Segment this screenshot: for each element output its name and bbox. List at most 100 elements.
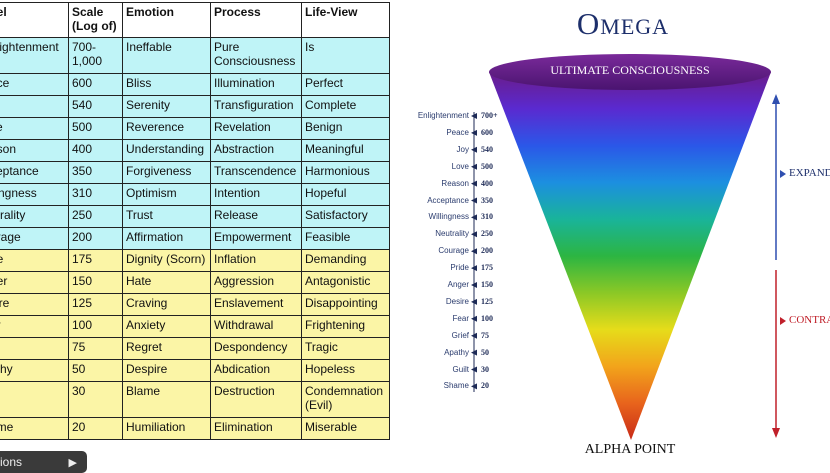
cell-level: utrality	[0, 205, 69, 228]
cell-lifeview: Is	[301, 37, 390, 74]
scale-level-value: 350	[481, 195, 493, 205]
scale-tick	[471, 315, 477, 322]
cone-body	[489, 72, 771, 440]
cell-scale: 150	[68, 271, 123, 294]
cell-lifeview: Frightening	[301, 315, 390, 338]
play-icon[interactable]: ▶	[68, 456, 77, 469]
scale-level-value: 250	[481, 229, 493, 239]
cell-scale: 700-1,000	[68, 37, 123, 74]
scale-tick	[471, 146, 477, 153]
scale-level-value: 30	[481, 364, 489, 374]
table-row: ame20HumiliationEliminationMiserable	[0, 417, 390, 440]
scale-level-value: 400	[481, 178, 493, 188]
cell-lifeview: Miserable	[301, 417, 390, 440]
scale-level-name: Pride	[450, 263, 469, 273]
scale-level-name: Peace	[446, 127, 469, 137]
scale-level-value: 20	[481, 381, 489, 391]
scale-level-name: Courage	[438, 246, 469, 256]
cell-level: llingness	[0, 183, 69, 206]
cell-scale: 600	[68, 73, 123, 96]
cell-lifeview: Feasible	[301, 227, 390, 250]
scale-level-value: 600	[481, 127, 493, 137]
scale-tick	[471, 265, 477, 272]
table-row: utrality250TrustReleaseSatisfactory	[0, 205, 390, 228]
scale-level-name: Guilt	[452, 364, 469, 374]
scale-tick	[471, 349, 477, 356]
scale-tick	[471, 298, 477, 305]
scale-tick	[471, 383, 477, 390]
omega-title: Omega	[576, 6, 670, 41]
scale-level-value: 50	[481, 347, 489, 357]
scale-level-value: 200	[481, 246, 493, 256]
scale-tick	[471, 197, 477, 204]
table-row: ace600BlissIlluminationPerfect	[0, 73, 390, 96]
scale-tick	[471, 366, 477, 373]
scale-level-value: 150	[481, 280, 493, 289]
scale-ticks	[471, 113, 477, 390]
cell-lifeview: Hopeless	[301, 359, 390, 382]
cell-emotion: Optimism	[122, 183, 211, 206]
scale-tick	[471, 163, 477, 170]
video-options-label: ions	[0, 455, 23, 469]
cell-process: Aggression	[210, 271, 302, 294]
expand-arrow-head	[772, 94, 780, 104]
scale-level-name: Reason	[441, 178, 469, 188]
levels-table: vel Scale (Log of) Emotion Process Life-…	[0, 2, 390, 440]
cell-level: y	[0, 95, 69, 118]
table-row: ason400UnderstandingAbstractionMeaningfu…	[0, 139, 390, 162]
scale-level-name: Apathy	[444, 347, 469, 357]
cell-emotion: Affirmation	[122, 227, 211, 250]
cell-emotion: Bliss	[122, 73, 211, 96]
scale-level-name: Anger	[447, 280, 469, 289]
table-header-row: vel Scale (Log of) Emotion Process Life-…	[0, 2, 390, 38]
table-row: urage200AffirmationEmpowermentFeasible	[0, 227, 390, 250]
scale-tick	[471, 129, 477, 136]
table-row: y540SerenityTransfigurationComplete	[0, 95, 390, 118]
cell-scale: 175	[68, 249, 123, 272]
cell-emotion: Regret	[122, 337, 211, 360]
scale-level-value: 700+	[481, 111, 498, 120]
levels-table-container: vel Scale (Log of) Emotion Process Life-…	[0, 2, 390, 440]
cell-lifeview: Hopeful	[301, 183, 390, 206]
scale-tick	[471, 113, 477, 119]
cell-lifeview: Condemnation (Evil)	[301, 381, 390, 418]
cell-emotion: Hate	[122, 271, 211, 294]
cell-emotion: Reverence	[122, 117, 211, 140]
scale-level-value: 100	[481, 313, 493, 323]
cell-process: Despondency	[210, 337, 302, 360]
cell-level: ace	[0, 73, 69, 96]
cell-lifeview: Meaningful	[301, 139, 390, 162]
scale-tick	[471, 282, 477, 288]
cell-scale: 30	[68, 381, 123, 418]
cell-emotion: Despire	[122, 359, 211, 382]
cell-level: nlightenment	[0, 37, 69, 74]
scale-level-name: Acceptance	[427, 195, 469, 205]
table-row: ilt30BlameDestructionCondemnation (Evil)	[0, 381, 390, 418]
cell-level: de	[0, 249, 69, 272]
header-level: vel	[0, 2, 69, 38]
scale-level-name: Enlightenment	[417, 111, 469, 120]
cell-process: Elimination	[210, 417, 302, 440]
table-row: ger150HateAggressionAntagonistic	[0, 271, 390, 294]
cell-scale: 200	[68, 227, 123, 250]
scale-level-name: Willingness	[428, 212, 469, 222]
cell-process: Pure Consciousness	[210, 37, 302, 74]
scale-level-value: 175	[481, 263, 493, 273]
cell-emotion: Trust	[122, 205, 211, 228]
ultimate-consciousness-label: ULTIMATE CONSCIOUSNESS	[550, 63, 710, 77]
cell-process: Illumination	[210, 73, 302, 96]
scale-tick	[471, 248, 477, 255]
contract-arrow-head	[772, 428, 780, 438]
contract-label: CONTRA	[789, 314, 830, 326]
cell-lifeview: Antagonistic	[301, 271, 390, 294]
cell-scale: 75	[68, 337, 123, 360]
cell-scale: 20	[68, 417, 123, 440]
scale-level-value: 310	[481, 212, 493, 222]
cell-lifeview: Complete	[301, 95, 390, 118]
cell-level: sire	[0, 293, 69, 316]
scale-tick	[471, 332, 477, 339]
